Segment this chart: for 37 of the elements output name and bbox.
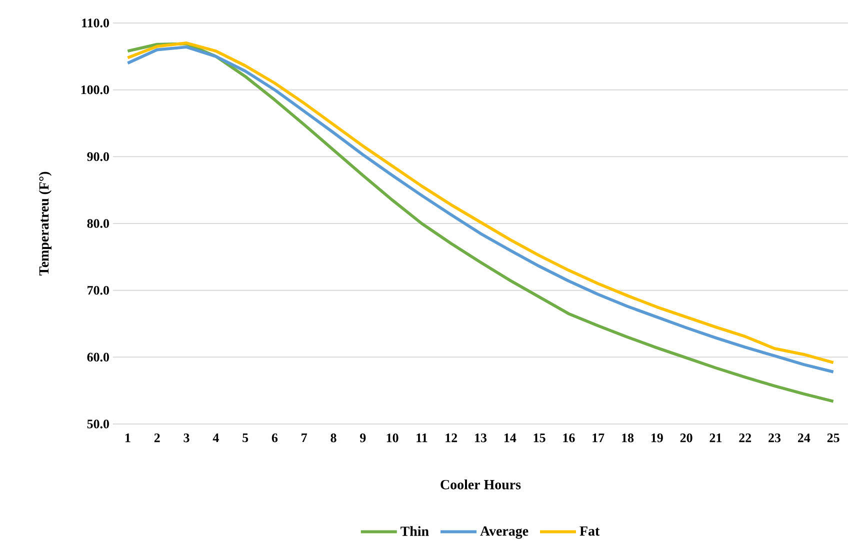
x-tick-label: 9: [360, 434, 366, 442]
x-tick-label: 5: [242, 434, 248, 442]
x-tick-label: 16: [563, 434, 575, 442]
y-tick-label: 60.0: [87, 352, 109, 362]
x-tick-label: 1: [125, 434, 130, 442]
legend-label: Thin: [400, 526, 429, 536]
x-tick-label: 6: [272, 434, 278, 442]
x-tick-label: 3: [184, 434, 190, 442]
x-tick-label: 21: [710, 434, 722, 442]
x-tick-label: 4: [212, 434, 219, 442]
y-tick-label: 50.0: [87, 420, 109, 428]
x-tick-label: 23: [768, 434, 781, 442]
y-tick-label: 90.0: [87, 152, 109, 162]
x-tick-label: 7: [302, 434, 308, 442]
x-tick-label: 24: [798, 434, 810, 442]
legend-label: Average: [480, 526, 528, 539]
x-axis-title: Cooler Hours: [440, 480, 521, 490]
y-axis-title: Temperatreu (F°): [38, 172, 52, 276]
x-tick-label: 13: [475, 434, 487, 442]
x-tick-label: 2: [154, 434, 160, 442]
y-tick-label: 80.0: [87, 219, 109, 228]
y-tick-label: 110.0: [82, 18, 109, 28]
x-tick-label: 12: [446, 434, 458, 442]
x-tick-label: 14: [504, 434, 516, 442]
x-tick-label: 15: [534, 434, 546, 442]
x-tick-label: 18: [622, 434, 634, 442]
legend-label: Fat: [580, 526, 600, 536]
x-tick-label: 17: [592, 434, 604, 442]
x-tick-label: 25: [827, 434, 840, 442]
x-tick-label: 8: [330, 434, 336, 442]
x-tick-label: 11: [416, 434, 428, 442]
y-tick-label: 100.0: [81, 85, 109, 94]
x-tick-label: 22: [739, 434, 752, 442]
x-tick-label: 19: [651, 434, 663, 442]
x-tick-label: 20: [680, 434, 692, 442]
x-tick-label: 10: [386, 434, 398, 442]
y-tick-label: 70.0: [88, 286, 109, 295]
